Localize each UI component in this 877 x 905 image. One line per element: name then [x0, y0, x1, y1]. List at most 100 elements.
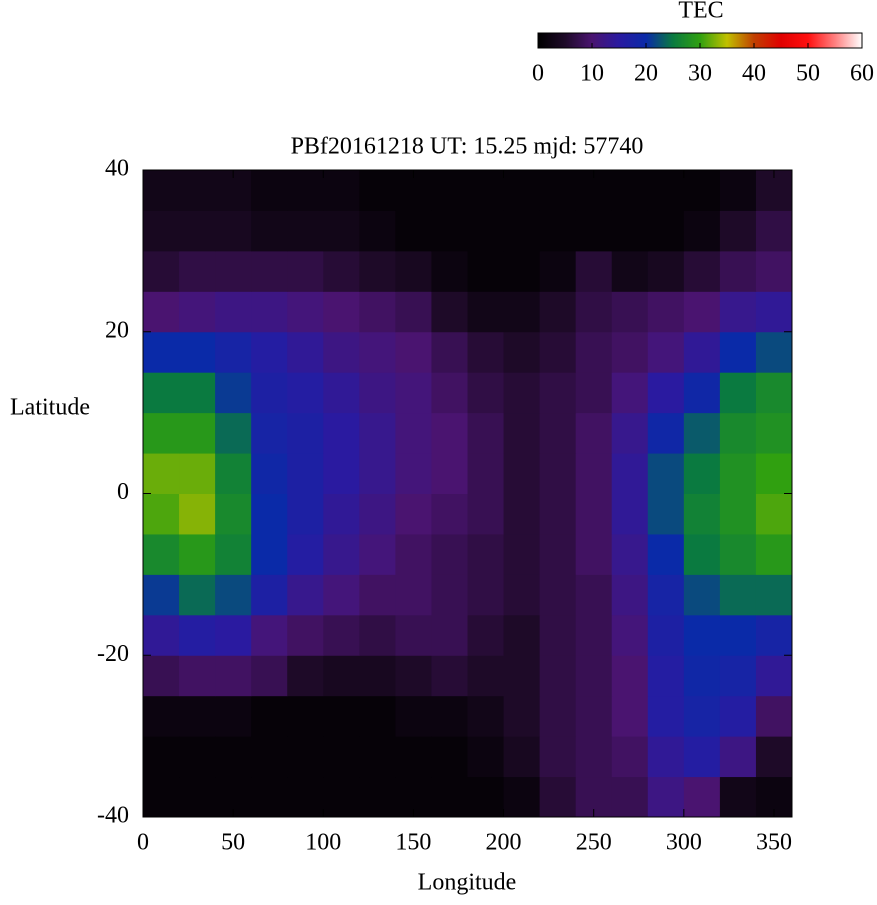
heat-cell [575, 291, 613, 333]
heat-cell [575, 614, 613, 656]
heat-cell [719, 331, 757, 373]
heat-cell [539, 412, 577, 454]
heat-cell [467, 170, 505, 211]
heat-cell [755, 331, 793, 373]
heat-cell [431, 614, 468, 656]
heat-cell [539, 372, 577, 414]
heat-cell [503, 574, 541, 616]
heat-cell [143, 170, 180, 211]
heat-cell [539, 493, 577, 535]
heat-cell [647, 655, 685, 697]
colorbar-tick-label: 0 [532, 61, 544, 87]
heat-cell [503, 412, 541, 454]
heat-cell [755, 533, 793, 575]
heat-cell [431, 412, 468, 454]
heat-cell [359, 372, 396, 414]
heat-cell [611, 291, 649, 333]
heat-cell [359, 493, 396, 535]
heat-cell [287, 291, 324, 333]
heat-cell [215, 372, 252, 414]
heat-cell [431, 493, 468, 535]
heat-cell [467, 574, 505, 616]
heat-cell [323, 614, 360, 656]
colorbar-tick-label: 10 [580, 61, 604, 87]
heat-cell [287, 695, 324, 737]
heat-cell [143, 250, 180, 292]
chart-title: PBf20161218 UT: 15.25 mjd: 57740 [291, 134, 644, 160]
heat-cell [179, 170, 216, 211]
heat-cell [575, 250, 613, 292]
heat-cell [431, 453, 468, 494]
heat-cell [179, 331, 216, 373]
heat-cell [215, 574, 252, 616]
heat-cell [179, 533, 216, 575]
heat-cell [755, 210, 793, 252]
heat-cell [539, 170, 577, 211]
heat-cell [467, 372, 505, 414]
colorbar-tick-label: 50 [796, 61, 820, 87]
heat-cell [575, 655, 613, 697]
heat-cell [395, 291, 432, 333]
heat-cell [647, 210, 685, 252]
heat-cell [503, 493, 541, 535]
heat-cell [215, 331, 252, 373]
heat-cell [755, 736, 793, 778]
heat-cell [287, 453, 324, 494]
heat-cell [611, 493, 649, 535]
heat-cell [251, 372, 288, 414]
heat-cell [323, 250, 360, 292]
heat-cell [683, 291, 721, 333]
heat-cell [467, 210, 505, 252]
heat-cell [143, 210, 180, 252]
heat-cell [179, 655, 216, 697]
heat-cell [395, 250, 432, 292]
heat-cell [287, 250, 324, 292]
heat-cell [683, 210, 721, 252]
heat-cell [647, 331, 685, 373]
heat-cell [431, 170, 468, 211]
heat-cell [539, 574, 577, 616]
heat-cell [215, 736, 252, 778]
heat-cell [179, 614, 216, 656]
heat-cell [359, 412, 396, 454]
heat-cell [431, 533, 468, 575]
heat-cell [251, 291, 288, 333]
heat-cell [395, 655, 432, 697]
heat-cell [467, 695, 505, 737]
heat-cell [323, 655, 360, 697]
heat-cell [251, 776, 288, 818]
heat-cell [215, 655, 252, 697]
heat-cell [179, 574, 216, 616]
heat-cell [503, 291, 541, 333]
heat-cell [539, 655, 577, 697]
heat-cell [467, 291, 505, 333]
heat-cell [431, 331, 468, 373]
heat-cell [287, 574, 324, 616]
heat-cell [647, 170, 685, 211]
heat-cell [359, 170, 396, 211]
heat-cell [359, 533, 396, 575]
heat-cell [359, 331, 396, 373]
heat-cell [719, 655, 757, 697]
heat-cell [683, 574, 721, 616]
heat-cell [287, 736, 324, 778]
heat-cell [359, 453, 396, 494]
heat-cell [143, 695, 180, 737]
heat-cell [431, 210, 468, 252]
heat-cell [503, 372, 541, 414]
heat-cell [251, 331, 288, 373]
heat-cell [287, 655, 324, 697]
heat-cell [359, 655, 396, 697]
heat-cell [647, 493, 685, 535]
heat-cell [143, 614, 180, 656]
heat-cell [251, 412, 288, 454]
heat-cell [251, 170, 288, 211]
heat-cell [287, 412, 324, 454]
heat-cell [287, 331, 324, 373]
heat-cell [503, 453, 541, 494]
heat-cell [359, 736, 396, 778]
heat-cell [395, 614, 432, 656]
y-tick-label: -20 [97, 641, 129, 667]
heat-cell [503, 655, 541, 697]
heat-cell [503, 210, 541, 252]
